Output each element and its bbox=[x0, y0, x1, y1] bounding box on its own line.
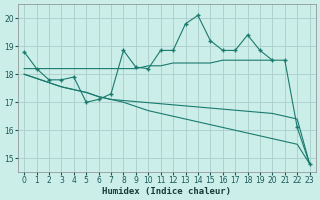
X-axis label: Humidex (Indice chaleur): Humidex (Indice chaleur) bbox=[102, 187, 231, 196]
